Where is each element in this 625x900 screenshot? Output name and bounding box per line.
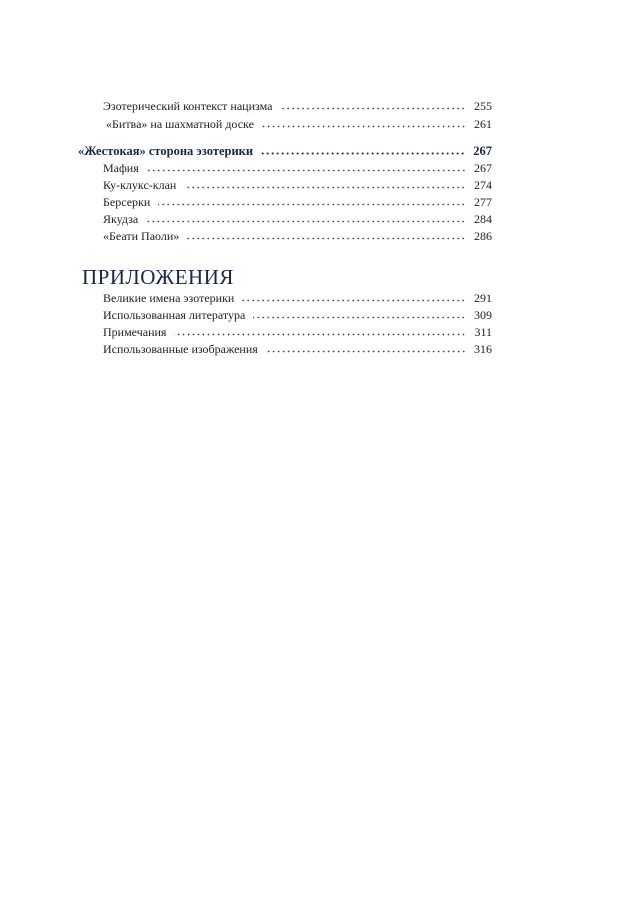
toc-entry: Ку-клукс-клан 274 bbox=[103, 175, 492, 192]
toc-entry: Примечания 311 bbox=[103, 322, 492, 339]
toc-entry-title: Использованная литература bbox=[103, 308, 246, 322]
dot-leader bbox=[184, 186, 466, 189]
toc-entry: «Беати Паоли» 286 bbox=[103, 226, 492, 243]
toc-entry: Использованная литература 309 bbox=[103, 305, 492, 322]
dot-leader bbox=[261, 152, 466, 155]
dot-leader bbox=[146, 169, 466, 172]
toc-entry-page: 255 bbox=[474, 99, 492, 113]
toc-entry: Якудза 284 bbox=[103, 209, 492, 226]
dot-leader bbox=[174, 333, 467, 336]
toc-entry: Эзотерический контекст нацизма 255 bbox=[103, 96, 492, 113]
toc-entry-title: Ку-клукс-клан bbox=[103, 178, 177, 192]
toc-entry-page: 261 bbox=[474, 117, 492, 131]
toc-entry-title: Эзотерический контекст нацизма bbox=[103, 99, 273, 113]
toc-entry: Великие имена эзотерики 291 bbox=[103, 288, 492, 305]
toc-entry-page: 316 bbox=[474, 342, 492, 356]
toc-entry-page: 267 bbox=[474, 161, 492, 175]
toc-entry-page: 311 bbox=[474, 325, 492, 339]
toc-entry-title: Якудза bbox=[103, 212, 139, 226]
toc-entry: Использованные изображения 316 bbox=[103, 339, 492, 356]
toc-entry-title: Мафия bbox=[103, 161, 139, 175]
toc-entry-page: 286 bbox=[474, 229, 492, 243]
toc-entry-page: 309 bbox=[474, 308, 492, 322]
dot-leader bbox=[242, 299, 466, 302]
toc-entry-page: 274 bbox=[474, 178, 492, 192]
toc-entry-title: Использованные изображения bbox=[103, 342, 258, 356]
toc-entry: Берсерки 277 bbox=[103, 192, 492, 209]
dot-leader bbox=[146, 220, 466, 223]
toc-entry-title: Великие имена эзотерики bbox=[103, 291, 235, 305]
toc-entry: «Битва» на шахматной доске 261 bbox=[106, 114, 492, 131]
toc-entry-title: «Битва» на шахматной доске bbox=[106, 117, 254, 131]
toc-entry-page: 284 bbox=[474, 212, 492, 226]
toc-section-title: «Жестокая» сторона эзотерики bbox=[78, 144, 254, 158]
toc-entry-page: 291 bbox=[474, 291, 492, 305]
dot-leader bbox=[261, 125, 466, 128]
toc-entry-title: Примечания bbox=[103, 325, 167, 339]
toc-section: «Жестокая» сторона эзотерики 267 bbox=[78, 141, 492, 158]
dot-leader bbox=[158, 203, 466, 206]
appendix-heading: ПРИЛОЖЕНИЯ bbox=[82, 265, 234, 289]
toc-entry-title: Берсерки bbox=[103, 195, 151, 209]
toc-section-page: 267 bbox=[473, 144, 492, 158]
dot-leader bbox=[280, 107, 466, 110]
dot-leader bbox=[265, 350, 466, 353]
toc-entry-page: 277 bbox=[474, 195, 492, 209]
dot-leader bbox=[187, 237, 466, 240]
toc-entry-title: «Беати Паоли» bbox=[103, 229, 180, 243]
toc-entry: Мафия 267 bbox=[103, 158, 492, 175]
dot-leader bbox=[253, 316, 466, 319]
